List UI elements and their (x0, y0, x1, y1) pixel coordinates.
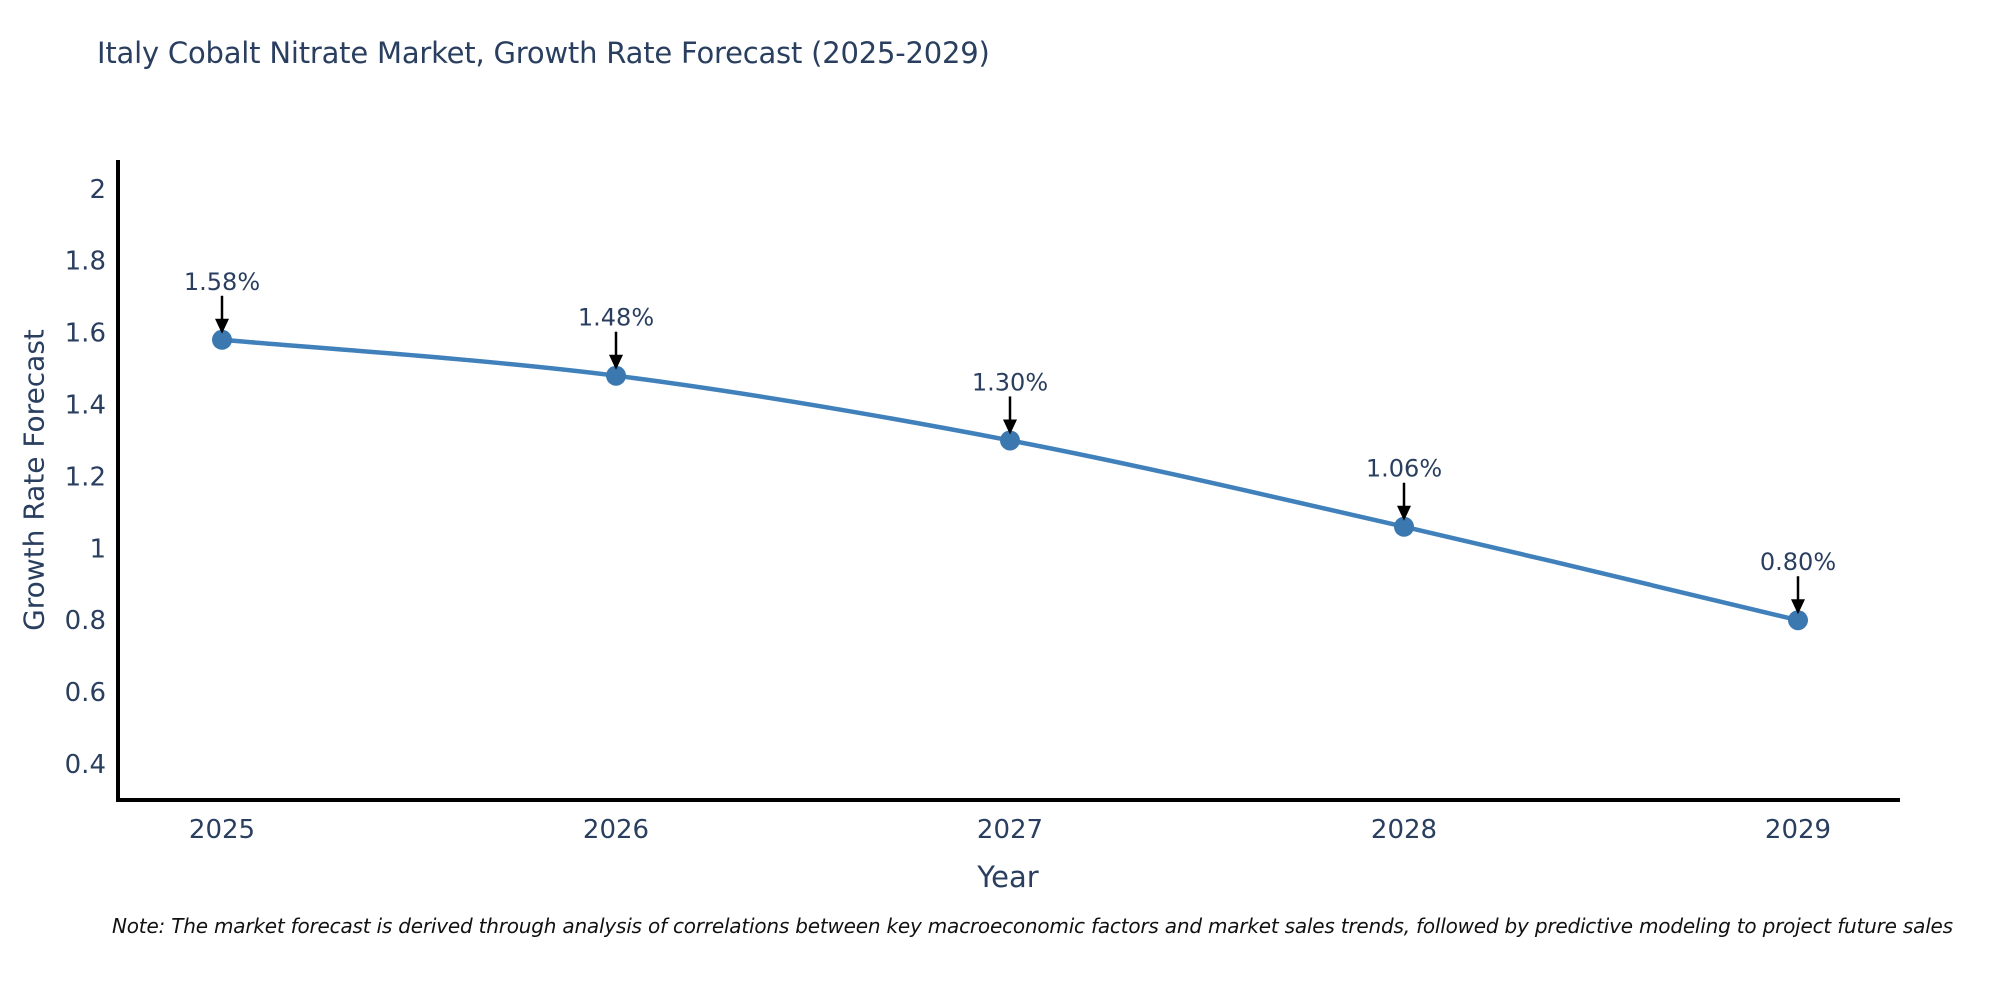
y-tick-label: 1 (89, 534, 106, 564)
data-point-marker (1394, 516, 1414, 537)
data-point-marker (606, 365, 626, 386)
x-tick-label: 2029 (1765, 815, 1831, 845)
footnote: Note: The market forecast is derived thr… (112, 914, 1953, 938)
annotation-label: 0.80% (1760, 548, 1836, 576)
annotation-label: 1.30% (972, 368, 1048, 396)
data-point-marker (212, 329, 232, 350)
x-tick-label: 2028 (1371, 815, 1437, 845)
annotation-label: 1.06% (1366, 455, 1442, 483)
y-tick-label: 1.8 (65, 247, 106, 277)
annotation-arrow-head (1397, 505, 1411, 521)
x-axis-title: Year (977, 860, 1039, 894)
annotation-arrow-head (1791, 599, 1805, 615)
x-tick-label: 2027 (977, 815, 1043, 845)
y-tick-label: 0.6 (65, 678, 106, 708)
annotation-label: 1.48% (578, 304, 654, 332)
y-tick-label: 2 (89, 175, 106, 205)
y-tick-label: 0.4 (65, 750, 106, 780)
y-tick-label: 0.8 (65, 606, 106, 636)
chart-title: Italy Cobalt Nitrate Market, Growth Rate… (97, 36, 990, 70)
y-tick-label: 1.6 (65, 319, 106, 349)
annotation-arrow-head (609, 354, 623, 370)
y-tick-label: 1.4 (65, 390, 106, 420)
data-point-marker (1788, 610, 1808, 631)
x-tick-label: 2026 (583, 815, 649, 845)
y-tick-label: 1.2 (65, 462, 106, 492)
annotation-arrow-head (1003, 419, 1017, 435)
data-point-marker (1000, 430, 1020, 451)
annotation-arrow-head (215, 318, 229, 334)
x-tick-label: 2025 (189, 815, 255, 845)
annotation-label: 1.58% (184, 268, 260, 296)
